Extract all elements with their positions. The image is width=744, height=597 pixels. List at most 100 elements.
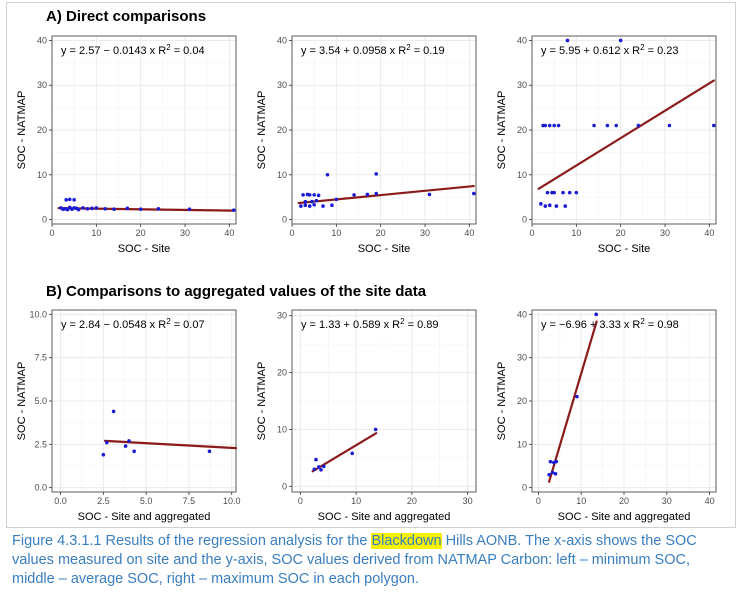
data-point bbox=[352, 193, 356, 197]
data-point bbox=[312, 202, 316, 207]
regression-line bbox=[297, 184, 475, 205]
plot-frame bbox=[291, 35, 477, 225]
x-tick-label: 2.5 bbox=[97, 496, 110, 506]
data-point bbox=[207, 449, 212, 454]
data-point bbox=[123, 444, 128, 448]
y-axis-title: SOC - NATMAP bbox=[496, 91, 508, 170]
x-axis-title: SOC - Site and aggregated bbox=[318, 511, 451, 523]
data-point bbox=[299, 204, 303, 208]
x-tick-label: 40 bbox=[704, 228, 714, 238]
data-point bbox=[103, 206, 108, 211]
data-point bbox=[545, 190, 550, 195]
section-b-title: B) Comparisons to aggregated values of t… bbox=[46, 283, 427, 300]
x-tick-label: 0 bbox=[49, 228, 54, 238]
data-point bbox=[231, 208, 236, 212]
data-point bbox=[550, 470, 555, 475]
data-point bbox=[303, 199, 308, 204]
data-point bbox=[574, 190, 579, 195]
y-axis-title: SOC - NATMAP bbox=[16, 91, 28, 170]
data-point bbox=[127, 439, 131, 443]
panel-a1-chart: 0 10 20 30 40 0 10 20 30 40 y = 2.57 − 0.0143 x R2… bbox=[16, 35, 237, 255]
data-point bbox=[667, 123, 672, 128]
data-point bbox=[316, 193, 321, 198]
y-tick-label: 10.0 bbox=[29, 309, 47, 319]
x-axis-title: SOC - Site bbox=[598, 243, 651, 255]
regression-equation: y = 1.33 + 0.589 x R2 = 0.89 bbox=[301, 317, 438, 331]
y-tick-label: 40 bbox=[517, 309, 527, 319]
y-tick-label: 30 bbox=[517, 80, 527, 90]
data-point bbox=[471, 191, 476, 196]
data-point bbox=[373, 427, 378, 432]
data-point bbox=[427, 192, 432, 197]
data-point bbox=[365, 192, 370, 197]
data-point bbox=[310, 199, 314, 204]
y-axis-title: SOC - NATMAP bbox=[496, 362, 508, 441]
panel-a2-chart: 0 10 20 30 40 0 10 20 30 40 y = 3.54 + 0.0958 x R2… bbox=[256, 35, 477, 255]
x-tick-label: 10 bbox=[351, 496, 361, 506]
data-point bbox=[547, 472, 551, 477]
x-tick-label: 10 bbox=[91, 228, 101, 238]
x-tick-label: 20 bbox=[616, 228, 626, 238]
data-point bbox=[81, 206, 85, 210]
y-tick-label: 30 bbox=[277, 80, 287, 90]
x-tick-label: 0 bbox=[536, 496, 541, 506]
section-a-title: A) Direct comparisons bbox=[46, 8, 207, 25]
y-tick-label: 10 bbox=[517, 170, 527, 180]
data-point bbox=[374, 172, 379, 176]
x-tick-label: 40 bbox=[705, 496, 715, 506]
y-axis-title: SOC - NATMAP bbox=[256, 362, 268, 441]
data-point bbox=[548, 459, 553, 464]
data-point bbox=[547, 203, 552, 207]
data-point bbox=[553, 472, 558, 476]
x-tick-label: 40 bbox=[224, 228, 234, 238]
y-tick-label: 10 bbox=[277, 424, 287, 434]
data-point bbox=[594, 312, 598, 317]
y-tick-label: 30 bbox=[517, 353, 527, 363]
data-point bbox=[314, 198, 319, 203]
data-point bbox=[307, 204, 312, 208]
x-tick-label: 10 bbox=[571, 228, 581, 238]
x-axis-title: SOC - Site bbox=[358, 243, 411, 255]
y-tick-label: 0 bbox=[522, 215, 527, 225]
x-tick-label: 20 bbox=[619, 496, 629, 506]
x-tick-label: 10 bbox=[331, 228, 341, 238]
data-point bbox=[552, 190, 556, 195]
y-tick-label: 30 bbox=[37, 80, 47, 90]
panel-b2-chart: 0 10 20 30 0 10 20 30 y = 1.33 + 0.589 x R2 = 0.… bbox=[256, 309, 477, 523]
data-point bbox=[90, 206, 94, 211]
data-point bbox=[374, 191, 379, 196]
regression-line bbox=[537, 79, 715, 190]
x-tick-label: 0.0 bbox=[54, 496, 67, 506]
data-point bbox=[312, 193, 316, 197]
y-tick-label: 0 bbox=[282, 215, 287, 225]
figure-caption: Figure 4.3.1.1 Results of the regression… bbox=[12, 532, 736, 589]
data-point bbox=[321, 204, 325, 208]
data-point bbox=[711, 123, 716, 128]
regression-line bbox=[103, 439, 238, 450]
x-tick-label: 30 bbox=[180, 228, 190, 238]
y-tick-label: 30 bbox=[277, 311, 287, 321]
data-point bbox=[101, 452, 106, 457]
data-point bbox=[561, 190, 565, 195]
caption-highlight: Blackdown bbox=[371, 533, 442, 549]
data-point bbox=[539, 202, 543, 206]
y-axis-title: SOC - NATMAP bbox=[16, 362, 28, 441]
data-point bbox=[301, 193, 305, 197]
plot-frame bbox=[531, 35, 717, 225]
data-point bbox=[156, 206, 161, 211]
data-point bbox=[350, 451, 355, 456]
regression-equation: y = −6.96 + 3.33 x R2 = 0.98 bbox=[541, 317, 679, 331]
y-tick-label: 0 bbox=[282, 481, 287, 491]
y-tick-label: 20 bbox=[517, 396, 527, 406]
y-tick-label: 20 bbox=[37, 125, 47, 135]
data-point bbox=[325, 172, 330, 177]
panel-b1-chart: 0.0 2.5 5.0 7.5 10.0 0.0 2.5 5.0 7.5 10.0 y = 2.84… bbox=[16, 309, 241, 523]
x-tick-label: 30 bbox=[662, 496, 672, 506]
data-point bbox=[592, 123, 596, 128]
x-tick-label: 10 bbox=[576, 496, 586, 506]
x-tick-label: 10.0 bbox=[223, 496, 241, 506]
y-tick-label: 7.5 bbox=[34, 353, 47, 363]
x-axis-title: SOC - Site and aggregated bbox=[78, 511, 211, 523]
x-tick-label: 0 bbox=[298, 496, 303, 506]
plot-frame bbox=[51, 309, 237, 493]
